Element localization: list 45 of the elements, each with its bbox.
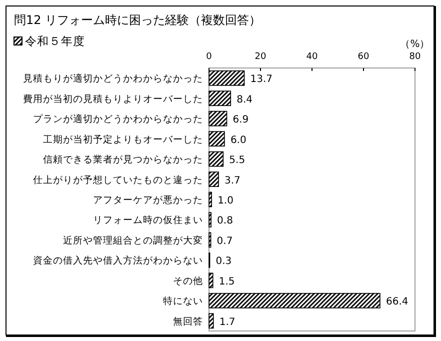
y-tick-label: アフターケアが悪かった <box>93 195 203 206</box>
y-tick-label: 信頼できる業者が見つからなかった <box>43 154 203 166</box>
data-label: 1.7 <box>219 316 236 328</box>
x-axis-title: （%） <box>400 39 430 50</box>
data-label: 0.3 <box>216 256 232 268</box>
chart-title: 問12 リフォーム時に困った経験（複数回答） <box>14 13 262 27</box>
x-tick-label: 20 <box>254 52 266 62</box>
y-tick-label: 工期が当初予定よりもオーバーした <box>43 133 203 146</box>
y-tick-label: 無回答 <box>173 315 203 328</box>
bar <box>208 110 228 126</box>
data-label: 1.0 <box>218 196 234 206</box>
data-label: 0.7 <box>216 236 233 247</box>
x-tick-label: 0 <box>206 52 212 62</box>
x-tick-label: 40 <box>306 52 318 62</box>
data-label: 6.9 <box>232 114 249 126</box>
y-tick-label: 近所や管理組合との調整が大変 <box>63 234 203 246</box>
bar <box>208 151 224 167</box>
data-label: 8.4 <box>236 94 253 106</box>
legend-label: 令和５年度 <box>25 34 85 48</box>
data-label: 66.4 <box>386 296 408 308</box>
bar <box>208 212 212 228</box>
y-tick-label: 費用が当初の見積もりよりオーバーした <box>23 92 203 105</box>
y-tick-label: その他 <box>173 274 203 287</box>
y-tick-label: プランが適切かどうかわからなかった <box>33 113 203 126</box>
x-tick-label: 60 <box>358 52 370 62</box>
bar <box>208 292 380 308</box>
y-tick-label: 資金の借入先や借入方法がわからない <box>33 254 203 267</box>
data-label: 13.7 <box>250 74 273 86</box>
y-tick-label: 見積もりが適切かどうかわからなかった <box>23 72 203 85</box>
data-label: 0.8 <box>217 216 233 227</box>
bar <box>208 131 225 146</box>
bar <box>208 172 219 187</box>
y-tick-label: リフォーム時の仮住まい <box>93 214 203 226</box>
data-label: 1.5 <box>218 276 235 288</box>
bar <box>208 313 214 329</box>
data-label: 5.5 <box>229 155 246 166</box>
x-tick-label: 80 <box>409 52 421 62</box>
bar <box>208 272 214 288</box>
data-label: 3.7 <box>224 175 240 186</box>
bar <box>208 192 212 208</box>
bar <box>208 90 232 106</box>
bar <box>208 70 245 86</box>
data-label: 6.0 <box>230 134 246 146</box>
y-tick-label: 仕上がりが予想していたものと違った <box>33 174 203 186</box>
y-tick-label: 特にない <box>163 295 203 308</box>
